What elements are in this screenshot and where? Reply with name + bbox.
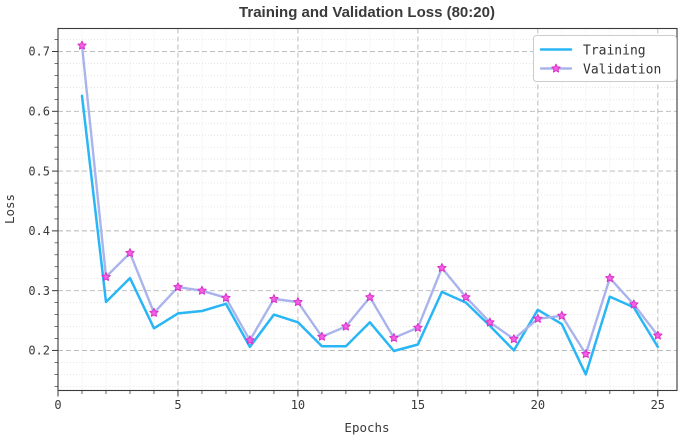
validation-marker-star — [197, 285, 207, 295]
validation-marker-star — [293, 297, 303, 307]
y-axis-label: Loss — [2, 194, 17, 224]
y-tick-label: 0.4 — [28, 224, 50, 238]
validation-marker-star — [437, 263, 447, 272]
axis-ticks — [52, 39, 659, 397]
validation-marker-star — [125, 248, 135, 258]
validation-marker-star — [269, 294, 279, 304]
y-tick-label: 0.5 — [28, 164, 50, 178]
validation-marker-star — [629, 299, 639, 309]
validation-marker-star — [653, 330, 663, 340]
legend-item-validation: Validation — [583, 63, 661, 78]
validation-marker-star — [581, 349, 591, 359]
legend-validation-star-icon — [551, 63, 561, 73]
validation-marker-star — [605, 273, 615, 283]
x-tick-label: 15 — [411, 398, 425, 412]
validation-marker-star — [317, 331, 327, 341]
validation-marker-star — [557, 310, 567, 320]
plot-border — [57, 27, 678, 392]
validation-marker-star — [221, 292, 231, 302]
validation-marker-star — [485, 317, 495, 327]
legend: Training Validation — [533, 35, 677, 82]
plot-series — [77, 40, 663, 376]
validation-marker-star — [461, 292, 471, 302]
x-tick-label: 25 — [651, 398, 665, 412]
x-tick-label: 0 — [54, 398, 61, 412]
validation-marker-star — [77, 40, 87, 50]
major-gridlines — [58, 28, 677, 391]
y-tick-label: 0.7 — [28, 45, 50, 59]
tick-labels: 0 5 10 15 20 25 0.2 0.3 0.4 0.5 0.6 0.7 — [28, 45, 665, 412]
validation-marker-star — [149, 307, 159, 317]
training-line — [80, 94, 660, 376]
x-axis-label: Epochs — [344, 420, 389, 435]
validation-marker-star — [365, 292, 375, 302]
x-tick-label: 20 — [531, 398, 545, 412]
x-tick-label: 10 — [291, 398, 305, 412]
minor-gridlines — [58, 28, 677, 391]
y-tick-label: 0.6 — [28, 105, 50, 119]
x-tick-label: 5 — [174, 398, 181, 412]
y-tick-label: 0.2 — [28, 344, 50, 358]
validation-marker-star — [389, 332, 399, 342]
validation-marker-star — [173, 282, 183, 292]
validation-marker-star — [509, 334, 519, 344]
legend-box — [533, 35, 677, 82]
y-tick-label: 0.3 — [28, 284, 50, 298]
validation-marker-star — [413, 322, 423, 332]
legend-samples — [539, 48, 573, 73]
validation-marker-star — [101, 272, 111, 281]
validation-marker-star — [245, 335, 255, 345]
legend-item-training: Training — [583, 44, 646, 59]
validation-marker-star — [533, 313, 543, 323]
validation-marker-star — [341, 321, 351, 331]
chart-title: Training and Validation Loss (80:20) — [239, 4, 495, 21]
